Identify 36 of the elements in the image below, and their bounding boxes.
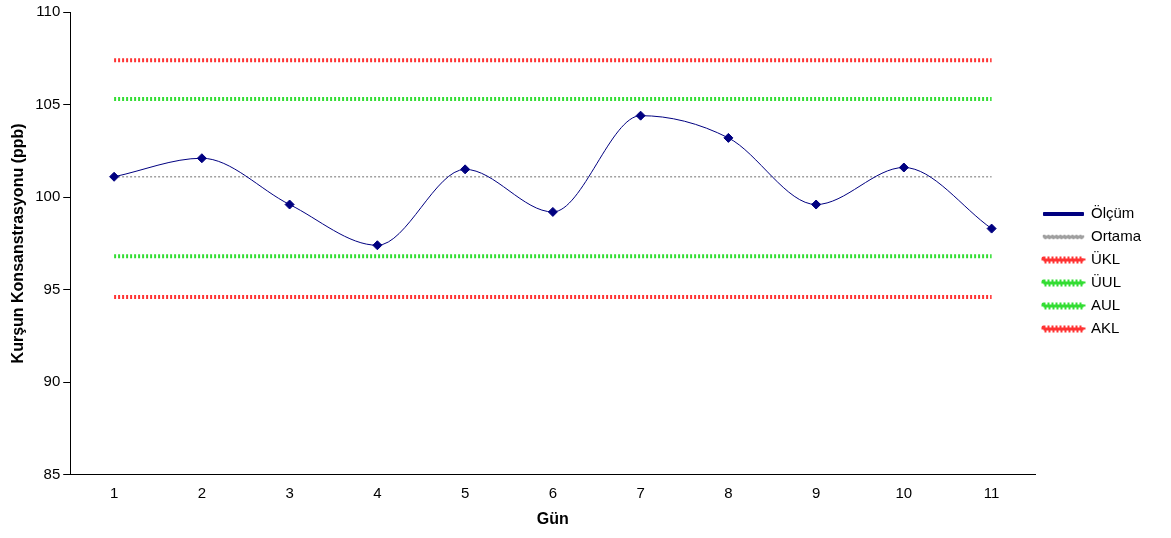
y-tick-label: 110 — [36, 2, 61, 20]
y-tick-label: 105 — [35, 94, 61, 112]
y-tick-label: 100 — [35, 187, 61, 205]
legend-label: ÜKL — [1090, 250, 1121, 268]
point — [898, 162, 909, 173]
point — [723, 132, 734, 143]
x-tick-label: 7 — [636, 483, 645, 501]
x-axis-title: Gün — [536, 509, 569, 527]
legend-label: Ortama — [1090, 227, 1142, 245]
point — [196, 153, 207, 164]
point — [811, 199, 822, 210]
legend-label: ÜUL — [1090, 273, 1122, 291]
x-tick-label: 1 — [109, 483, 119, 501]
point — [986, 223, 997, 234]
x-tick-label: 4 — [373, 483, 382, 501]
point — [284, 199, 295, 210]
point — [547, 206, 558, 217]
point — [109, 171, 120, 182]
legend-label: AKL — [1090, 319, 1120, 337]
y-axis-title: Kurşun Konsanstrasyonu (ppb) — [9, 123, 27, 364]
point — [635, 110, 646, 121]
x-tick-label: 11 — [983, 483, 1000, 501]
x-tick-label: 9 — [811, 483, 821, 501]
y-tick-label: 85 — [43, 464, 61, 482]
legend-label: AUL — [1090, 296, 1121, 314]
x-tick-label: 2 — [197, 483, 207, 501]
legend-label: Ölçüm — [1090, 204, 1135, 222]
point — [372, 240, 383, 251]
x-tick-label: 10 — [895, 483, 913, 501]
y-tick-label: 95 — [43, 279, 61, 297]
x-tick-label: 6 — [548, 483, 558, 501]
x-tick-label: 5 — [460, 483, 470, 501]
point — [460, 164, 471, 175]
x-tick-label: 8 — [724, 483, 733, 501]
x-tick-label: 3 — [285, 483, 294, 501]
y-tick-label: 90 — [43, 372, 61, 390]
